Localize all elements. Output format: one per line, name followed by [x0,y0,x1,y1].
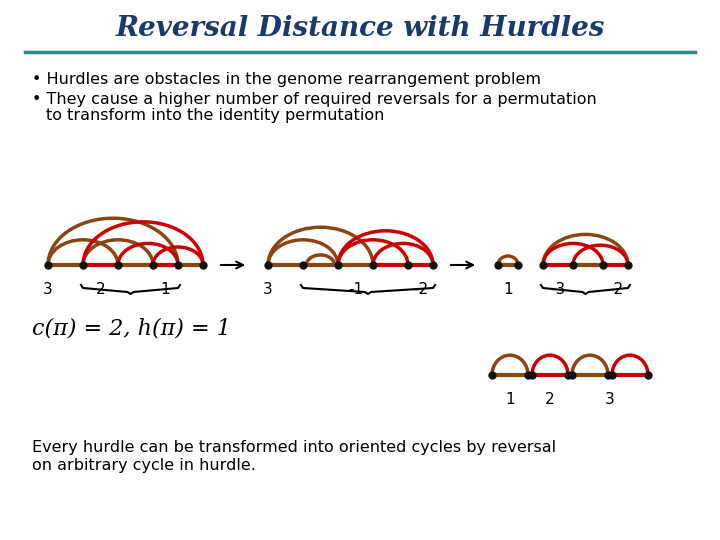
Text: 3: 3 [43,282,53,297]
Text: 2: 2 [96,282,105,297]
Text: -1: -1 [348,282,363,297]
Text: 3: 3 [605,392,615,407]
Text: 1: 1 [505,392,515,407]
Text: -2: -2 [413,282,428,297]
Text: • Hurdles are obstacles in the genome rearrangement problem: • Hurdles are obstacles in the genome re… [32,72,541,87]
Text: Every hurdle can be transformed into oriented cycles by reversal: Every hurdle can be transformed into ori… [32,440,556,455]
Text: -2: -2 [608,282,623,297]
Text: to transform into the identity permutation: to transform into the identity permutati… [46,108,384,123]
Text: Reversal Distance with Hurdles: Reversal Distance with Hurdles [115,15,605,42]
Text: 3: 3 [263,282,273,297]
Text: 1: 1 [503,282,513,297]
Text: -3: -3 [550,282,566,297]
Text: 2: 2 [545,392,555,407]
Text: c(π) = 2, h(π) = 1: c(π) = 2, h(π) = 1 [32,318,231,340]
Text: on arbitrary cycle in hurdle.: on arbitrary cycle in hurdle. [32,458,256,473]
Text: 1: 1 [161,282,171,297]
Text: • They cause a higher number of required reversals for a permutation: • They cause a higher number of required… [32,92,597,107]
